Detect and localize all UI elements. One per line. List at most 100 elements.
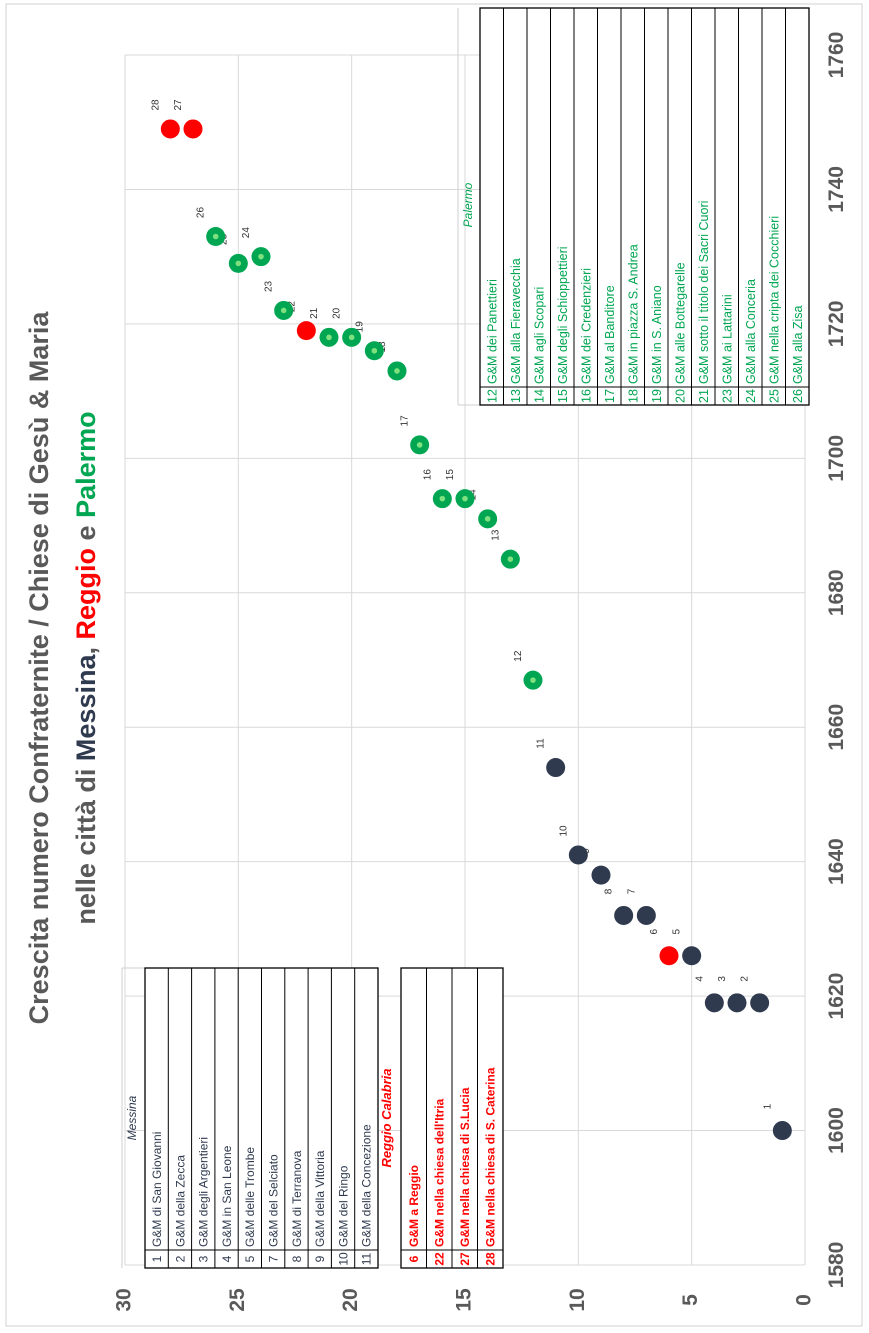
legend-row: 22 G&M nella chiesa dell'Itria [433,1098,447,1265]
legend-palermo-rows: 12 G&M dei Panettieri 13 G&M alla Fieravecc… [479,7,810,406]
legend-row: 18 G&M in piazza S. Andrea [626,244,640,403]
data-point: 7 [626,888,656,925]
data-point: 8 [604,888,634,925]
data-point: 27 [173,99,203,139]
point-marker-center [348,334,355,341]
point-label: 1 [762,1103,773,1109]
point-marker-center [439,495,446,502]
point-marker-center [416,442,423,448]
point-marker [546,758,566,778]
legend-row-name: G&M in S. Aniano [650,285,664,384]
point-marker-center [462,495,468,502]
legend-row: 14 G&M agli Scopari [532,287,546,403]
legend-row-number: 28 [484,1252,498,1266]
legend-row-number: 16 [579,389,593,403]
point-marker [659,946,679,966]
legend-row-number: 13 [509,389,523,403]
y-tick-label: 15 [453,1288,476,1312]
legend-row-name: G&M in piazza S. Andrea [626,244,640,384]
legend-row-name: G&M ai Lattarini [720,294,734,384]
legend-palermo: Palermo 12 G&M dei Panettieri 13 G&M alla F… [457,7,810,406]
data-point: 15 [445,469,475,509]
x-tick-label: 1760 [825,32,848,79]
legend-row: 19 G&M in S. Aniano [650,285,664,403]
legend-reggio: Reggio Calabria 6 G&M a Reggio 22 G&M nella… [379,967,504,1269]
point-marker-center [484,516,491,522]
legend-row-number: 1 [150,1255,164,1262]
legend-row-name: G&M nella chiesa di S. Caterina [484,1067,498,1247]
legend-row-number: 23 [720,389,734,403]
legend-row-name: G&M di Terranova [290,1150,304,1247]
legend-row-number: 14 [532,389,546,403]
data-point: 23 [264,280,294,320]
point-marker [591,865,611,885]
point-label: 5 [672,929,683,935]
x-tick-label: 1600 [825,1107,848,1154]
legend-row-number: 4 [220,1255,234,1262]
legend-row: 8 G&M di Terranova [290,1150,304,1262]
legend-row-name: G&M nella chiesa di S.Lucia [458,1087,472,1247]
data-point: 4 [694,976,724,1013]
data-point: 20 [332,307,362,347]
point-label: 21 [309,307,320,319]
legend-row-number: 8 [290,1255,304,1262]
legend-row: 2 G&M della Zecca [173,1155,187,1263]
legend-row-name: G&M degli Schioppettieri [556,246,570,384]
legend-messina-rows: 1 G&M di San Giovanni 2 G&M della Zecca 3 G&M… [144,967,379,1269]
legend-row-number: 22 [433,1252,447,1266]
point-label: 28 [150,99,161,111]
point-marker-center [235,260,242,267]
chart-title-line1: Crescita numero Confraternite / Chiese d… [24,311,54,1025]
legend-row-number: 6 [407,1255,421,1262]
legend-row: 21 G&M sotto il titolo dei Sacri Cuori [697,201,711,403]
legend-row: 6 G&M a Reggio [407,1165,421,1262]
title-sep1: , [71,647,101,655]
legend-messina: Messina 1 G&M di San Giovanni 2 G&M della Z… [121,967,379,1269]
point-marker [682,946,702,966]
legend-row: 23 G&M ai Lattarini [720,294,734,403]
data-point: 28 [150,99,180,139]
x-tick-label: 1640 [825,838,848,885]
x-tick-label: 1580 [825,1242,848,1289]
legend-row-number: 27 [458,1252,472,1266]
legend-row-number: 17 [603,389,617,403]
legend-row-number: 24 [744,389,758,403]
legend-palermo-title: Palermo [461,182,475,227]
legend-row-number: 12 [485,389,499,403]
legend-row: 26 G&M alla Zisa [791,305,805,402]
point-label: 6 [649,929,660,935]
x-tick-label: 1720 [825,301,848,348]
legend-row-number: 21 [697,389,711,403]
point-label: 2 [740,976,751,982]
legend-row: 27 G&M nella chiesa di S.Lucia [458,1087,472,1265]
legend-row-name: G&M sotto il titolo dei Sacri Cuori [697,201,711,384]
title-sep2: e [71,525,101,540]
legend-row-name: G&M della Zecca [173,1155,187,1247]
point-label: 19 [354,321,365,333]
data-point: 21 [309,307,339,347]
point-marker [704,993,724,1013]
point-marker-center [326,334,332,341]
point-label: 20 [332,307,343,319]
legend-row: 17 G&M al Banditore [603,285,617,403]
legend-row-number: 19 [650,389,664,403]
x-tick-label: 1620 [825,973,848,1020]
legend-row: 15 G&M degli Schioppettieri [556,246,570,403]
point-label: 27 [173,99,184,111]
data-point: 6 [649,929,679,966]
x-tick-label: 1740 [825,166,848,213]
data-point: 17 [400,415,430,455]
legend-row: 25 G&M nella cripta dei Cocchieri [767,216,781,403]
data-point: 24 [241,227,271,267]
legend-row-name: G&M della Vittoria [313,1150,327,1247]
legend-row-number: 10 [336,1252,350,1266]
point-marker [568,845,588,865]
legend-row-name: G&M del Ringo [336,1165,350,1247]
point-marker-center [258,253,264,260]
legend-row: 11 G&M della Concezione [360,1124,374,1265]
legend-row-number: 9 [313,1255,327,1262]
legend-row: 28 G&M nella chiesa di S. Caterina [484,1067,498,1265]
data-point: 1 [762,1103,792,1141]
x-tick-label: 1680 [825,569,848,616]
